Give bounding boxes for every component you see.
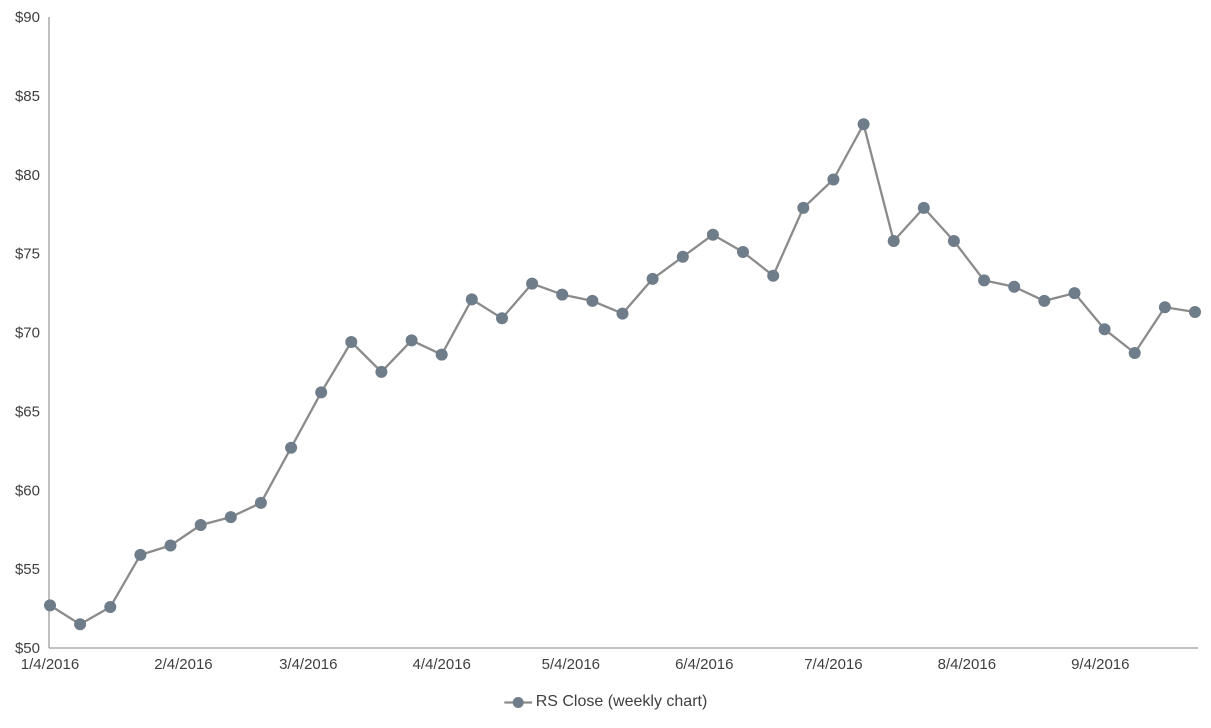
data-point-marker (857, 118, 870, 131)
data-point-marker (917, 201, 930, 214)
x-tick-label: 3/4/2016 (279, 656, 337, 673)
x-tick-label: 4/4/2016 (413, 656, 471, 673)
y-tick-label: $85 (15, 88, 40, 105)
legend-label: RS Close (weekly chart) (535, 693, 708, 710)
series-line (48, 123, 1197, 626)
x-tick-label: 9/4/2016 (1071, 656, 1129, 673)
data-point-marker (586, 294, 599, 307)
data-point-marker (947, 235, 960, 247)
x-tick-label: 6/4/2016 (675, 656, 733, 673)
data-point-marker (767, 269, 780, 282)
data-point-marker (164, 539, 177, 552)
data-point-marker (646, 272, 659, 285)
legend-marker-icon (503, 696, 532, 708)
y-tick-label: $70 (15, 325, 40, 342)
x-tick-label: 8/4/2016 (938, 656, 996, 673)
data-point-marker (224, 511, 237, 524)
data-point-marker (556, 288, 569, 301)
x-tick-label: 7/4/2016 (804, 656, 862, 673)
data-point-marker (887, 235, 900, 247)
data-point-marker (706, 228, 719, 241)
data-point-marker (737, 246, 749, 258)
data-point-marker (74, 618, 87, 631)
data-point-marker (134, 548, 147, 561)
data-point-marker (676, 250, 689, 263)
data-point-marker (616, 307, 629, 320)
data-point-marker (496, 312, 508, 325)
data-point-marker (978, 274, 991, 287)
data-point-marker (465, 293, 478, 306)
y-tick-label: $60 (15, 482, 40, 499)
data-point-marker (1098, 323, 1111, 336)
data-point-marker (405, 334, 418, 347)
y-tick-label: $65 (15, 403, 40, 420)
y-tick-label: $90 (15, 9, 40, 26)
data-point-marker (1158, 301, 1171, 314)
data-point-marker (345, 336, 358, 348)
x-tick-label: 5/4/2016 (542, 656, 600, 673)
data-point-marker (1189, 306, 1201, 318)
data-point-marker (1128, 347, 1141, 359)
data-point-marker (1068, 287, 1081, 300)
data-point-marker (1008, 280, 1021, 293)
data-point-marker (315, 386, 328, 399)
data-point-marker (827, 173, 840, 186)
data-point-marker (1038, 294, 1051, 307)
y-tick-label: $50 (15, 640, 40, 657)
data-point-marker (285, 441, 298, 454)
y-tick-label: $80 (15, 167, 40, 184)
data-point-marker (194, 519, 207, 531)
data-point-marker (375, 365, 388, 378)
y-tick-label: $55 (15, 561, 40, 578)
data-point-marker (44, 599, 56, 612)
data-point-marker (254, 496, 267, 509)
x-tick-label: 2/4/2016 (154, 656, 212, 673)
data-point-marker (435, 348, 448, 361)
data-point-marker (104, 601, 117, 613)
data-point-marker (797, 201, 810, 214)
y-tick-label: $75 (15, 246, 40, 263)
x-tick-label: 1/4/2016 (21, 656, 79, 673)
data-point-marker (526, 277, 539, 290)
legend: RS Close (weekly chart) (503, 693, 708, 711)
